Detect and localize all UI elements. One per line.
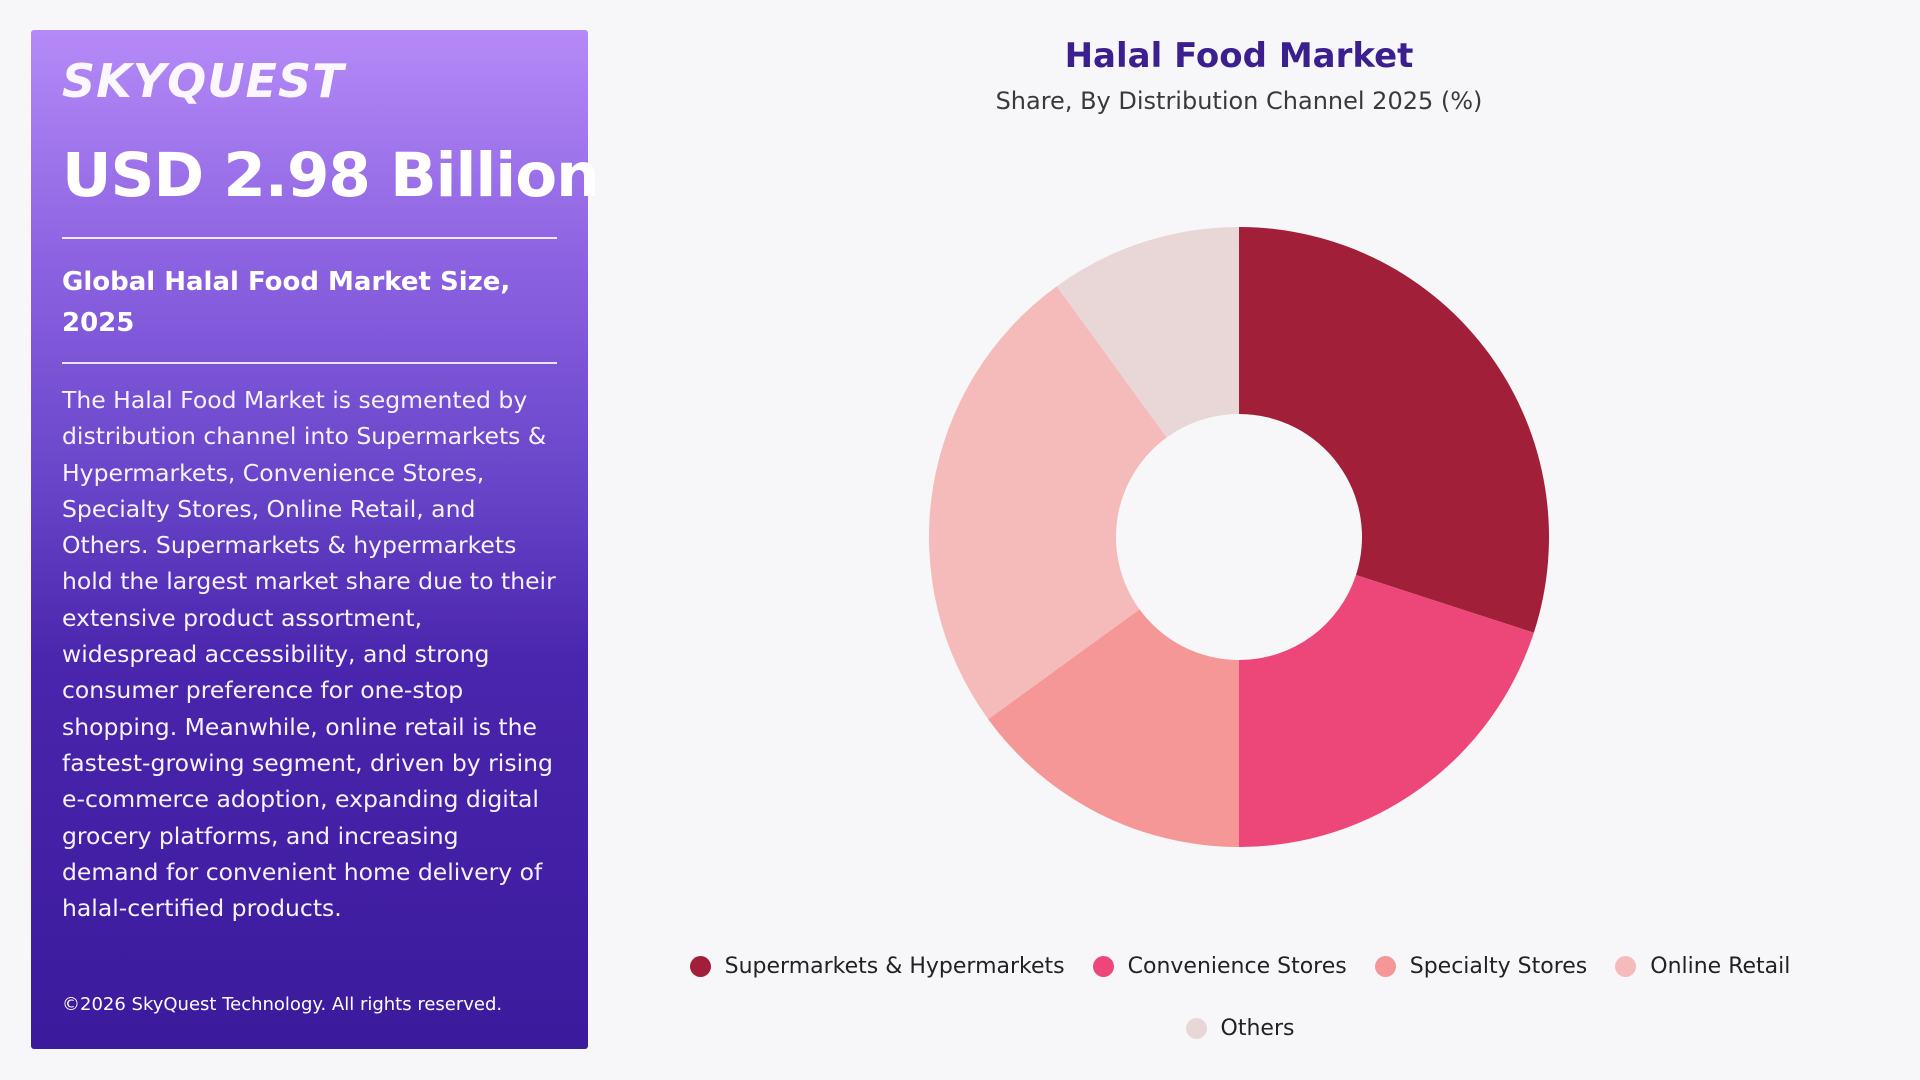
legend-item-online-retail: Online Retail <box>1615 950 1790 982</box>
divider-top <box>62 237 557 239</box>
legend-label: Specialty Stores <box>1409 953 1588 979</box>
market-size-value: USD 2.98 Billion <box>62 140 600 211</box>
market-size-caption: Global Halal Food Market Size, 2025 <box>62 267 511 338</box>
legend-swatch <box>689 955 711 977</box>
legend-label: Others <box>1220 1015 1295 1041</box>
legend-label: Supermarkets & Hypermarkets <box>724 953 1065 979</box>
legend-swatch <box>1374 955 1396 977</box>
donut-slice-online-retail <box>929 286 1167 720</box>
donut-chart <box>929 227 1549 847</box>
legend-item-supermarkets-hypermarkets: Supermarkets & Hypermarkets <box>689 950 1065 982</box>
segment-description: The Halal Food Market is segmented by di… <box>62 386 556 923</box>
legend-swatch <box>1615 955 1637 977</box>
donut-slice-convenience-stores <box>1239 575 1534 847</box>
copyright-text: ©2026 SkyQuest Technology. All rights re… <box>62 994 503 1015</box>
legend-swatch <box>1185 1017 1207 1039</box>
donut-slice-supermarkets-hypermarkets <box>1239 227 1549 633</box>
legend-item-others: Others <box>1185 1012 1295 1044</box>
divider-bottom <box>62 362 557 364</box>
legend-swatch <box>1092 955 1114 977</box>
summary-panel: SKYQUEST USD 2.98 Billion Global Halal F… <box>31 30 600 1049</box>
chart-subtitle: Share, By Distribution Channel 2025 (%) <box>995 87 1483 115</box>
donut-slice-others <box>1056 227 1239 438</box>
chart-legend: Supermarkets & Hypermarkets Convenience S… <box>640 950 1840 1044</box>
legend-label: Convenience Stores <box>1127 953 1347 979</box>
skyquest-logo: SKYQUEST <box>62 54 345 108</box>
chart-title: Halal Food Market <box>1064 36 1414 76</box>
legend-item-convenience-stores: Convenience Stores <box>1092 950 1347 982</box>
legend-label: Online Retail <box>1650 953 1791 979</box>
donut-slice-specialty-stores <box>988 609 1239 847</box>
legend-item-specialty-stores: Specialty Stores <box>1374 950 1588 982</box>
